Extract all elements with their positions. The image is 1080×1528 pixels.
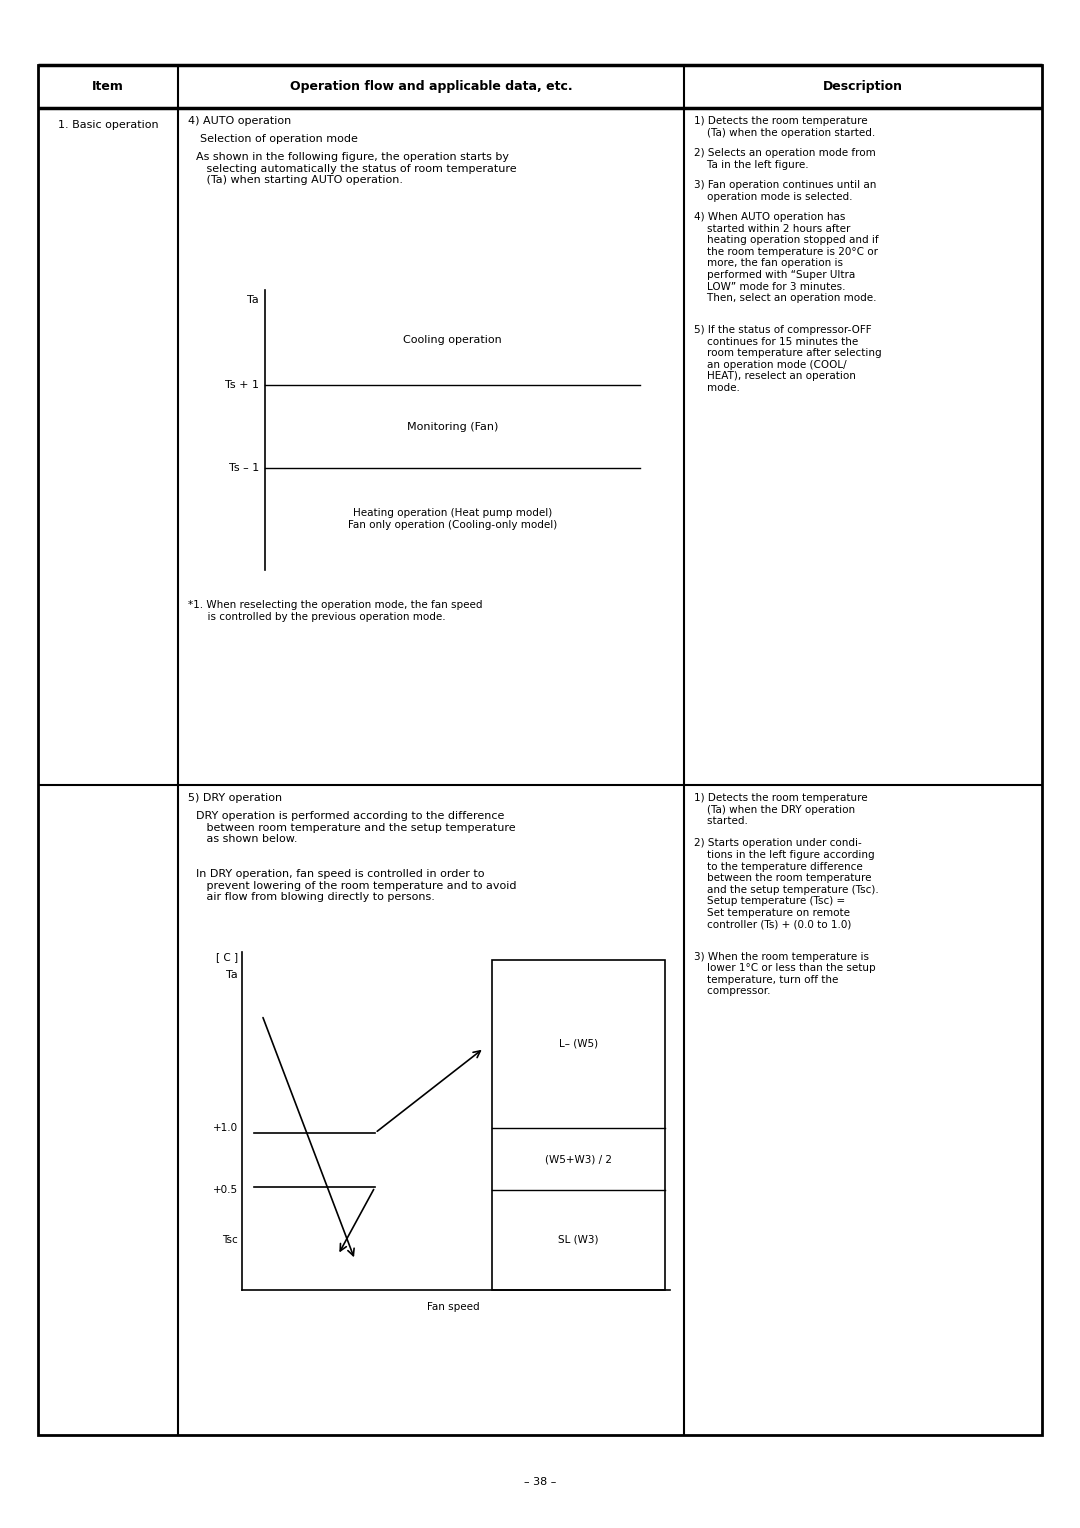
Text: 1) Detects the room temperature
    (Ta) when the DRY operation
    started.: 1) Detects the room temperature (Ta) whe…	[694, 793, 867, 827]
Text: Item: Item	[92, 79, 124, 93]
Text: Ts + 1: Ts + 1	[225, 380, 259, 390]
Text: Fan speed: Fan speed	[428, 1302, 480, 1313]
Text: Description: Description	[823, 79, 903, 93]
Text: Cooling operation: Cooling operation	[403, 335, 502, 345]
Text: 4) When AUTO operation has
    started within 2 hours after
    heating operatio: 4) When AUTO operation has started withi…	[694, 212, 879, 303]
Text: Ta: Ta	[226, 970, 238, 979]
Text: 3) When the room temperature is
    lower 1°C or less than the setup
    tempera: 3) When the room temperature is lower 1°…	[694, 952, 876, 996]
Text: In DRY operation, fan speed is controlled in order to
   prevent lowering of the: In DRY operation, fan speed is controlle…	[195, 869, 516, 902]
Text: +1.0: +1.0	[213, 1123, 238, 1132]
Text: 1) Detects the room temperature
    (Ta) when the operation started.: 1) Detects the room temperature (Ta) whe…	[694, 116, 875, 138]
Text: DRY operation is performed according to the difference
   between room temperatu: DRY operation is performed according to …	[195, 811, 515, 843]
Text: (W5+W3) / 2: (W5+W3) / 2	[545, 1154, 612, 1164]
Text: Heating operation (Heat pump model)
Fan only operation (Cooling-only model): Heating operation (Heat pump model) Fan …	[348, 509, 557, 530]
Text: +0.5: +0.5	[213, 1186, 238, 1195]
Text: Ta: Ta	[247, 295, 259, 306]
Text: 3) Fan operation continues until an
    operation mode is selected.: 3) Fan operation continues until an oper…	[694, 180, 876, 202]
Text: [ C ]: [ C ]	[216, 952, 238, 963]
Bar	[492, 960, 665, 1290]
Text: Ts – 1: Ts – 1	[229, 463, 259, 474]
Text: 2) Selects an operation mode from
    Ta in the left figure.: 2) Selects an operation mode from Ta in …	[694, 148, 876, 170]
Text: 2) Starts operation under condi-
    tions in the left figure according
    to t: 2) Starts operation under condi- tions i…	[694, 839, 879, 929]
Text: 5) If the status of compressor-OFF
    continues for 15 minutes the
    room tem: 5) If the status of compressor-OFF conti…	[694, 325, 881, 393]
Text: 1. Basic operation: 1. Basic operation	[57, 121, 159, 130]
Text: *1. When reselecting the operation mode, the fan speed
      is controlled by th: *1. When reselecting the operation mode,…	[188, 601, 483, 622]
Text: – 38 –: – 38 –	[524, 1478, 556, 1487]
Text: Tsc: Tsc	[222, 1235, 238, 1245]
Text: Monitoring (Fan): Monitoring (Fan)	[407, 422, 498, 431]
Text: SL (W3): SL (W3)	[558, 1235, 598, 1245]
Text: Selection of operation mode: Selection of operation mode	[200, 134, 357, 144]
Text: Operation flow and applicable data, etc.: Operation flow and applicable data, etc.	[289, 79, 572, 93]
Text: As shown in the following figure, the operation starts by
   selecting automatic: As shown in the following figure, the op…	[195, 151, 516, 185]
Bar	[38, 66, 1042, 1435]
Text: 4) AUTO operation: 4) AUTO operation	[188, 116, 292, 125]
Text: L– (W5): L– (W5)	[559, 1039, 598, 1050]
Text: 5) DRY operation: 5) DRY operation	[188, 793, 282, 804]
